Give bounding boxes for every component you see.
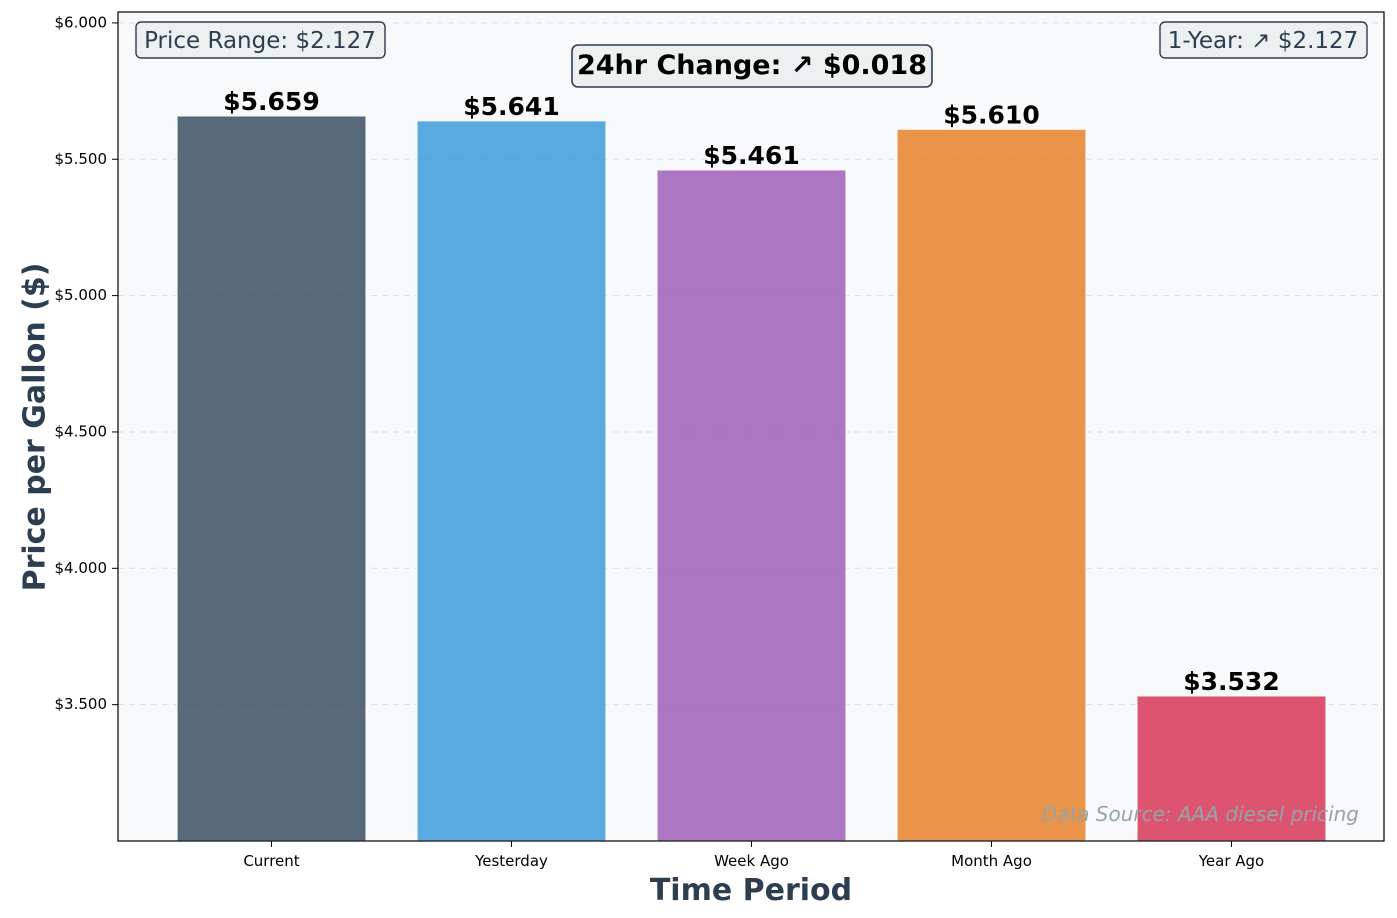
bar bbox=[1136, 695, 1327, 842]
y-tick-label: $4.000 bbox=[55, 559, 108, 577]
bars bbox=[176, 115, 1327, 842]
change-24hr-box: 24hr Change: ↗ $0.018 bbox=[571, 44, 933, 88]
x-tick-label: Year Ago bbox=[1198, 852, 1265, 870]
bar-value-label: $3.532 bbox=[1183, 667, 1279, 696]
x-axis-ticks: Current Yesterday Week Ago Month Ago Year Ag… bbox=[243, 841, 1264, 870]
one-year-label: 1-Year: ↗ $2.127 bbox=[1168, 28, 1359, 54]
bar-value-labels: $5.659 $5.641 $5.461 $5.610 $3.532 bbox=[223, 87, 1279, 696]
y-tick-label: $3.500 bbox=[55, 695, 108, 713]
x-tick-label: Yesterday bbox=[474, 852, 548, 870]
x-tick-label: Month Ago bbox=[951, 852, 1032, 870]
bar-value-label: $5.659 bbox=[223, 87, 319, 116]
bar bbox=[656, 169, 847, 842]
bar bbox=[896, 128, 1087, 842]
y-axis-ticks: $3.500 $4.000 $4.500 $5.000 $5.500 $6.000 bbox=[55, 13, 118, 713]
bar-value-label: $5.641 bbox=[463, 92, 559, 121]
x-axis-title: Time Period bbox=[650, 873, 852, 908]
bar bbox=[176, 115, 367, 842]
x-tick-label: Current bbox=[243, 852, 299, 870]
bar bbox=[416, 120, 607, 842]
one-year-box: 1-Year: ↗ $2.127 bbox=[1159, 21, 1368, 59]
y-tick-label: $4.500 bbox=[55, 422, 108, 440]
change-24hr-label: 24hr Change: ↗ $0.018 bbox=[577, 50, 927, 81]
y-tick-label: $6.000 bbox=[55, 13, 108, 31]
bar-value-label: $5.461 bbox=[703, 141, 799, 170]
y-axis-title: Price per Gallon ($) bbox=[18, 263, 53, 592]
y-tick-label: $5.000 bbox=[55, 286, 108, 304]
price-range-label: Price Range: $2.127 bbox=[144, 28, 376, 54]
bar-value-label: $5.610 bbox=[943, 100, 1039, 129]
y-tick-label: $5.500 bbox=[55, 150, 108, 168]
data-source-note: Data Source: AAA diesel pricing bbox=[1042, 802, 1359, 826]
price-range-box: Price Range: $2.127 bbox=[135, 21, 386, 59]
x-tick-label: Week Ago bbox=[714, 852, 789, 870]
